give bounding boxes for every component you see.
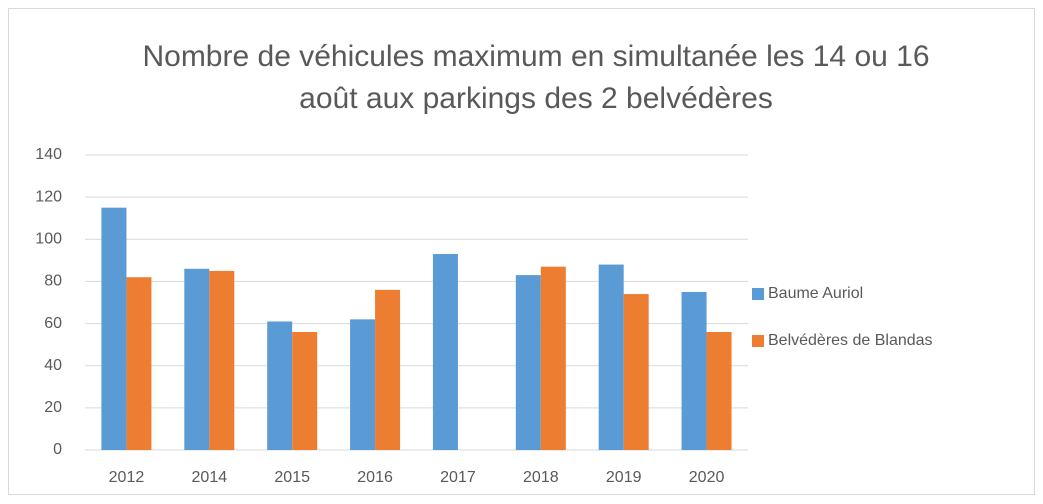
x-tick-label: 2018 [523,469,559,486]
bar [515,275,541,450]
y-tick-label: 140 [35,146,62,163]
y-tick-label: 40 [44,357,62,374]
x-tick-label: 2014 [192,469,228,486]
y-tick-label: 60 [44,315,62,332]
x-tick-label: 2016 [357,469,393,486]
bar [540,266,566,450]
x-tick-label: 2017 [440,469,476,486]
bar [681,291,707,450]
bar [706,332,732,450]
x-tick-label: 2019 [606,469,642,486]
y-tick-label: 0 [53,441,62,458]
y-tick-label: 80 [44,273,62,290]
bar [184,268,210,450]
bar [432,254,458,450]
legend-swatch [752,288,764,300]
bar [350,319,376,450]
legend-swatch [752,335,764,347]
x-tick-label: 2012 [109,469,145,486]
bar [623,294,649,450]
bar [126,277,152,450]
bar [292,332,318,450]
legend-label: Baume Auriol [768,285,863,302]
y-tick-label: 20 [44,399,62,416]
y-tick-label: 100 [35,231,62,248]
x-tick-label: 2015 [274,469,310,486]
chart-title: Nombre de véhicules maximum en simultané… [142,40,930,115]
bar [598,264,624,450]
bar [375,289,401,450]
y-tick-label: 120 [35,188,62,205]
x-tick-label: 2020 [689,469,725,486]
bar [209,270,235,450]
bar [101,207,127,450]
chart-border [8,8,1035,495]
bar [267,321,293,450]
legend-label: Belvédères de Blandas [768,332,933,349]
